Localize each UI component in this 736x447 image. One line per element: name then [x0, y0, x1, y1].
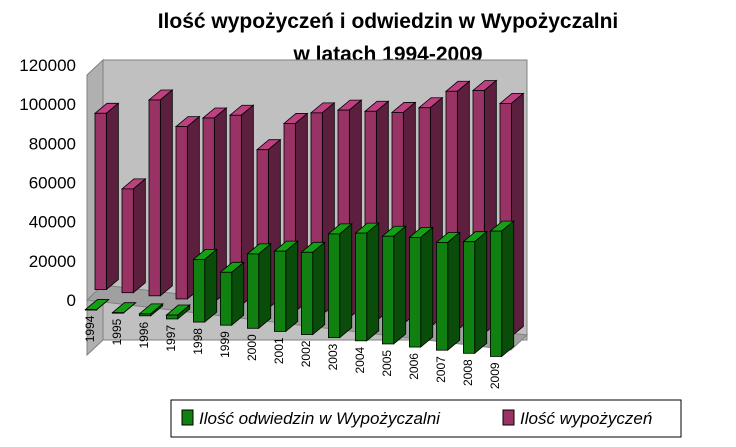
y-tick-label: 120000 [19, 56, 76, 75]
bar [84, 299, 110, 311]
x-tick-label: 2000 [245, 334, 259, 361]
chart-title: Ilość wypożyczeń i odwiedzin w Wypożycza… [158, 10, 619, 66]
bar [165, 304, 191, 320]
y-tick-label: 0 [67, 291, 76, 310]
bar [201, 107, 228, 303]
bar [246, 243, 272, 330]
x-tick-label: 2009 [488, 362, 502, 389]
bar [408, 226, 434, 348]
y-tick-label: 80000 [29, 134, 76, 153]
x-tick-label: 1995 [110, 318, 124, 345]
bar [147, 89, 174, 297]
legend-swatch-visits [181, 409, 194, 426]
bar [138, 303, 164, 317]
legend-label-visits: Ilość odwiedzin w Wypożyczalni [199, 409, 441, 428]
y-tick-label: 60000 [29, 174, 76, 193]
bar [327, 223, 353, 339]
x-tick-label: 2003 [326, 343, 340, 370]
bar [462, 230, 488, 355]
y-tick-label: 40000 [29, 213, 76, 232]
x-axis-ticks: 1994 1995 1996 1997 1998 1999 2000 2001 2002 2003… [83, 315, 502, 389]
bar [435, 231, 461, 352]
x-tick-label: 1998 [191, 328, 205, 355]
bar [192, 248, 218, 323]
y-tick-label: 20000 [29, 252, 76, 271]
legend-label-loans: Ilość wypożyczeń [520, 409, 652, 428]
legend: Ilość odwiedzin w Wypożyczalni Ilość wyp… [170, 399, 682, 438]
x-tick-label: 2007 [434, 356, 448, 383]
bar [273, 240, 299, 333]
bar [120, 178, 147, 294]
bars [84, 79, 525, 358]
x-tick-label: 1997 [164, 325, 178, 352]
legend-swatch-loans [502, 409, 515, 426]
x-tick-label: 1994 [83, 315, 97, 342]
x-tick-label: 2004 [353, 346, 367, 373]
x-tick-label: 2008 [461, 359, 475, 386]
bar [219, 261, 245, 327]
bar [300, 241, 326, 336]
bar [354, 222, 380, 342]
x-tick-label: 2005 [380, 350, 394, 377]
bar [93, 102, 120, 291]
bar [498, 92, 525, 338]
y-axis-ticks: 0 20000 40000 60000 80000 100000 120000 [19, 56, 76, 310]
bar [174, 115, 201, 300]
x-tick-label: 1999 [218, 331, 232, 358]
chart-title-line-1: Ilość wypożyczeń i odwiedzin w Wypożycza… [158, 10, 619, 33]
legend-box [170, 399, 682, 438]
x-tick-label: 2006 [407, 353, 421, 380]
x-tick-label: 2002 [299, 340, 313, 367]
bar [381, 225, 407, 345]
y-tick-label: 100000 [19, 95, 76, 114]
bar [489, 220, 515, 358]
bar [111, 302, 137, 314]
x-tick-label: 1996 [137, 321, 151, 348]
x-tick-label: 2001 [272, 337, 286, 364]
